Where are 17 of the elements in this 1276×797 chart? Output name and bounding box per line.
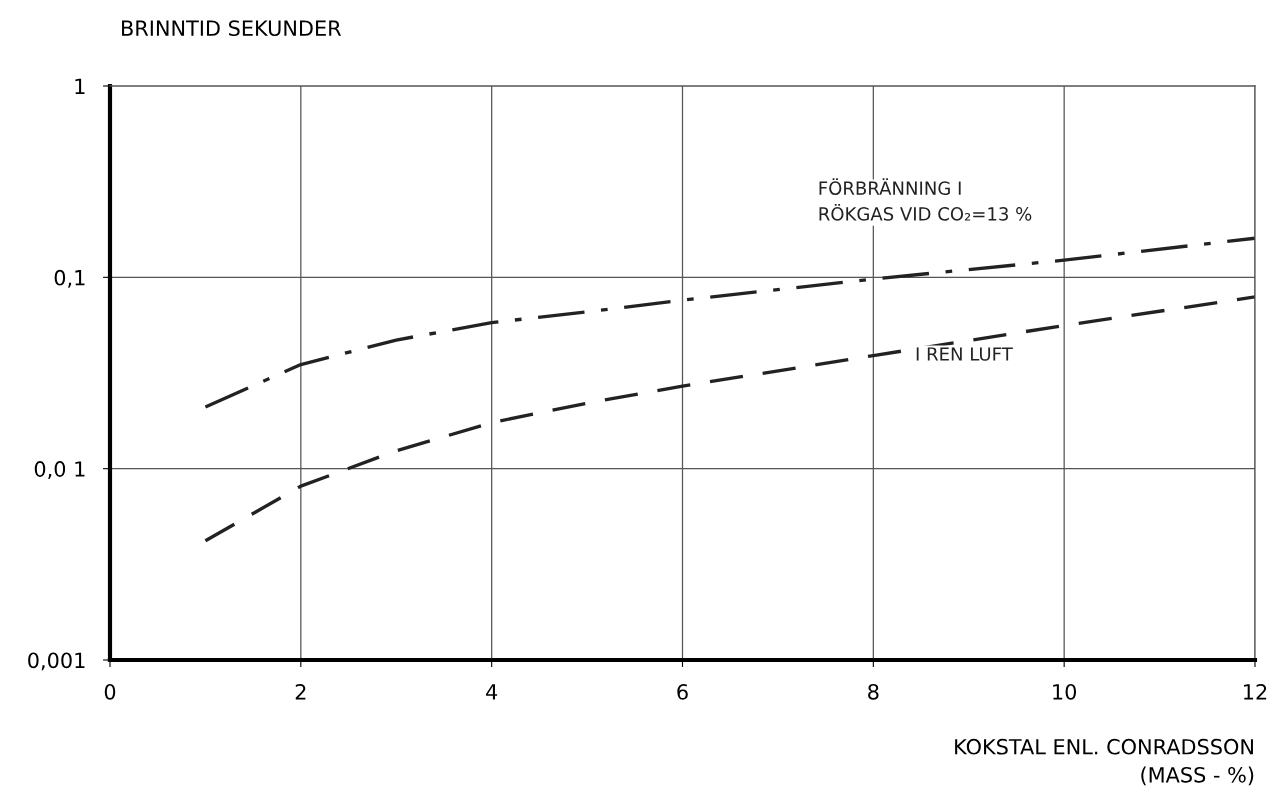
x-tick-label: 2 [295, 683, 306, 700]
x-tick-label: 8 [868, 683, 879, 700]
x-tick-label: 6 [677, 683, 688, 700]
y-axis-title: BRINNTID SEKUNDER [122, 20, 342, 37]
y-tick-label: 0,001 [28, 652, 85, 671]
x-tick-label: 10 [1053, 683, 1077, 700]
text: FÖRBRÄNNING I RÖKGAS VID CO₂=13 % [819, 178, 1032, 221]
line-series [203, 295, 1255, 543]
y-tick-label: 0,0 1 [34, 461, 85, 479]
series-label: I REN LUFT [916, 347, 1013, 361]
y-tick-label: 1 [75, 78, 85, 94]
x-tick-label: 0 [104, 683, 116, 700]
y-tick-label: 0,1 [54, 269, 85, 288]
x-tick-label: 12 [1244, 683, 1267, 700]
x-tick-label: 4 [486, 684, 498, 700]
line-series [203, 236, 1255, 409]
x-axis-title: KOKSTAL ENL. CONRADSSON (MASS - %) [955, 738, 1254, 786]
